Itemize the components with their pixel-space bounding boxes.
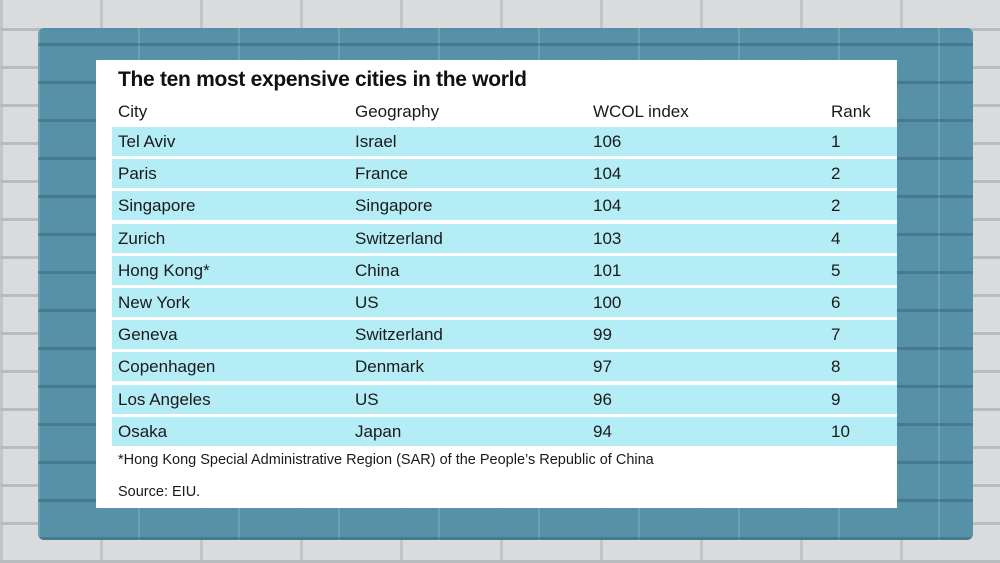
table-row: Geneva Switzerland 99 7	[112, 320, 897, 350]
cell-wcol-index: 97	[593, 357, 612, 377]
cell-rank: 6	[831, 293, 841, 312]
cell-wcol-index: 96	[593, 389, 612, 409]
cell-city: Tel Aviv	[118, 132, 176, 151]
cell-wcol-index: 106	[593, 132, 622, 151]
cell-rank: 10	[831, 421, 850, 441]
table-row: Paris France 104 2	[112, 159, 897, 189]
cell-geography: Switzerland	[355, 325, 443, 345]
table-row: Tel Aviv Israel 106 1	[112, 127, 897, 156]
table-row: Singapore Singapore 104 2	[112, 191, 897, 221]
footnote: *Hong Kong Special Administrative Region…	[118, 452, 654, 468]
cell-wcol-index: 104	[593, 164, 622, 184]
source-note: Source: EIU.	[118, 484, 201, 500]
cell-rank: 9	[831, 389, 841, 409]
table-row: New York US 100 6	[112, 288, 897, 317]
table-row: Copenhagen Denmark 97 8	[112, 352, 897, 382]
cell-city: Hong Kong*	[118, 260, 210, 280]
cell-wcol-index: 104	[593, 196, 622, 216]
table-title: The ten most expensive cities in the wor…	[118, 68, 527, 91]
cell-rank: 5	[831, 260, 841, 280]
cell-city: Osaka	[118, 421, 168, 441]
cell-geography: Denmark	[355, 357, 424, 377]
cell-wcol-index: 99	[593, 325, 612, 345]
cell-wcol-index: 103	[593, 228, 622, 248]
table-row: Hong Kong* China 101 5	[112, 255, 897, 285]
cell-city: Singapore	[118, 196, 196, 216]
cell-rank: 7	[831, 325, 841, 345]
cell-geography: Switzerland	[355, 228, 443, 248]
cell-wcol-index: 94	[593, 421, 612, 441]
cell-geography: China	[355, 260, 400, 280]
table-panel: The ten most expensive cities in the wor…	[96, 60, 897, 508]
header-geography: Geography	[355, 102, 440, 121]
cell-city: New York	[118, 293, 190, 312]
cell-wcol-index: 101	[593, 260, 622, 280]
cell-city: Los Angeles	[118, 389, 211, 409]
cell-geography: Japan	[355, 421, 402, 441]
cell-wcol-index: 100	[593, 293, 622, 312]
cell-rank: 8	[831, 357, 841, 377]
cell-city: Geneva	[118, 325, 178, 345]
table-row: Osaka Japan 94 10	[112, 416, 897, 446]
table-row: Los Angeles US 96 9	[112, 384, 897, 414]
cell-city: Paris	[118, 164, 157, 184]
cell-city: Copenhagen	[118, 357, 216, 377]
cell-geography: US	[355, 293, 379, 312]
table-row: Zurich Switzerland 103 4	[112, 223, 897, 253]
cell-rank: 2	[831, 196, 841, 216]
cell-geography: France	[355, 164, 408, 184]
cell-city: Zurich	[118, 228, 166, 248]
cell-geography: Singapore	[355, 196, 433, 216]
header-wcol-index: WCOL index	[593, 102, 689, 121]
cell-rank: 1	[831, 132, 841, 151]
cell-rank: 2	[831, 164, 841, 184]
cell-geography: Israel	[355, 132, 397, 151]
cell-geography: US	[355, 389, 379, 409]
cell-rank: 4	[831, 228, 841, 248]
header-rank: Rank	[831, 102, 871, 121]
header-city: City	[118, 102, 148, 121]
table-header: City Geography WCOL index Rank	[112, 97, 897, 126]
